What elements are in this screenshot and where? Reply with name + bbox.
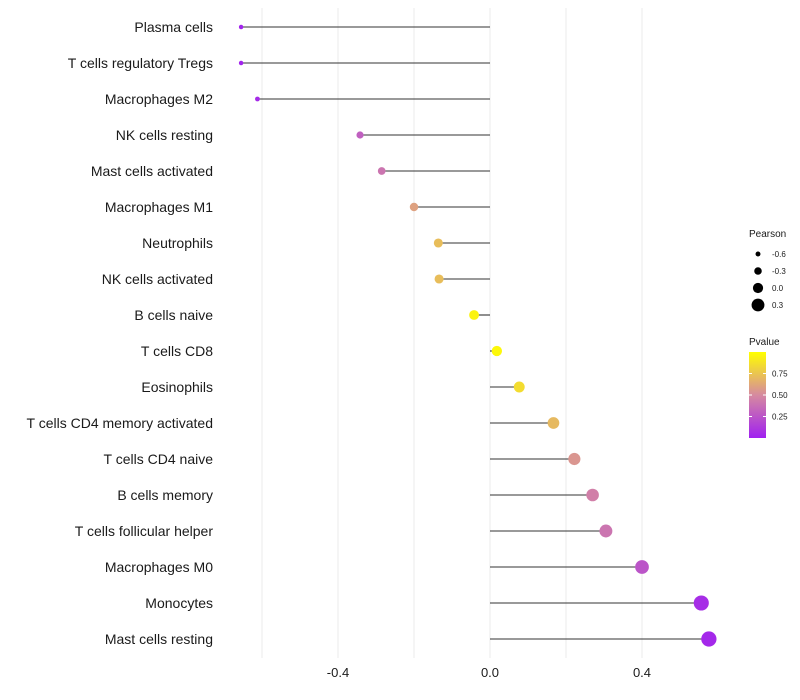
category-label: B cells memory xyxy=(117,487,213,503)
color-legend-bar xyxy=(749,352,766,438)
size-legend-dot xyxy=(751,298,765,312)
category-label: T cells CD4 naive xyxy=(104,451,214,467)
lollipop-dot xyxy=(513,381,525,393)
lollipop-dot xyxy=(599,524,613,538)
x-tick-label: 0.4 xyxy=(633,665,651,680)
grid-lines xyxy=(261,8,643,658)
category-label: Eosinophils xyxy=(141,379,213,395)
lollipop-dots xyxy=(238,24,717,647)
lollipop-dot xyxy=(693,595,709,611)
lollipop-dot xyxy=(356,131,364,139)
color-legend: Pvalue 0.75 0.50 0.25 xyxy=(749,337,788,438)
category-label: T cells CD8 xyxy=(141,343,213,359)
size-legend: Pearson -0.6 -0.3 0.0 0.3 xyxy=(749,229,786,312)
size-legend-label: -0.3 xyxy=(772,267,786,276)
lollipop-dot xyxy=(586,488,599,502)
category-label: Mast cells resting xyxy=(105,631,213,647)
lollipop-dot xyxy=(238,60,244,66)
size-legend-dot xyxy=(755,251,761,257)
lollipop-dot xyxy=(433,238,443,248)
category-label: NK cells resting xyxy=(116,127,213,143)
x-tick-label: -0.4 xyxy=(327,665,349,680)
lollipop-dot xyxy=(409,202,419,212)
color-legend-label: 0.75 xyxy=(772,370,788,379)
category-label: Monocytes xyxy=(145,595,213,611)
size-legend-label: -0.6 xyxy=(772,250,786,259)
size-legend-dot xyxy=(752,282,764,294)
color-legend-title: Pvalue xyxy=(749,337,780,348)
category-label: Macrophages M2 xyxy=(105,91,213,107)
lollipop-dot xyxy=(491,345,503,357)
color-legend-label: 0.25 xyxy=(772,413,788,422)
x-axis-tick-labels: -0.4 0.0 0.4 xyxy=(327,665,651,680)
category-label: T cells CD4 memory activated xyxy=(27,415,213,431)
size-legend-label: 0.3 xyxy=(772,301,784,310)
category-label: Macrophages M1 xyxy=(105,199,213,215)
category-label: Macrophages M0 xyxy=(105,559,213,575)
lollipop-dot xyxy=(255,96,260,102)
size-legend-label: 0.0 xyxy=(772,284,784,293)
lollipop-dot xyxy=(701,631,717,647)
lollipop-dot xyxy=(377,167,386,175)
category-label: Mast cells activated xyxy=(91,163,213,179)
color-legend-label: 0.50 xyxy=(772,391,788,400)
category-label: T cells regulatory Tregs xyxy=(68,55,213,71)
x-tick-label: 0.0 xyxy=(481,665,499,680)
size-legend-title: Pearson xyxy=(749,229,786,240)
size-legend-dot xyxy=(754,267,762,275)
category-label: B cells naive xyxy=(134,307,213,323)
lollipop-stems xyxy=(241,26,709,640)
lollipop-dot xyxy=(434,274,444,284)
category-labels: Plasma cells T cells regulatory Tregs Macr… xyxy=(27,19,214,647)
category-label: Neutrophils xyxy=(142,235,213,251)
lollipop-dot xyxy=(469,310,479,320)
category-label: NK cells activated xyxy=(102,271,213,287)
lollipop-dot xyxy=(568,452,581,466)
category-label: Plasma cells xyxy=(134,19,213,35)
category-label: T cells follicular helper xyxy=(75,523,214,539)
lollipop-dot xyxy=(635,560,649,574)
lollipop-dot xyxy=(238,24,244,30)
lollipop-dot xyxy=(547,417,560,429)
